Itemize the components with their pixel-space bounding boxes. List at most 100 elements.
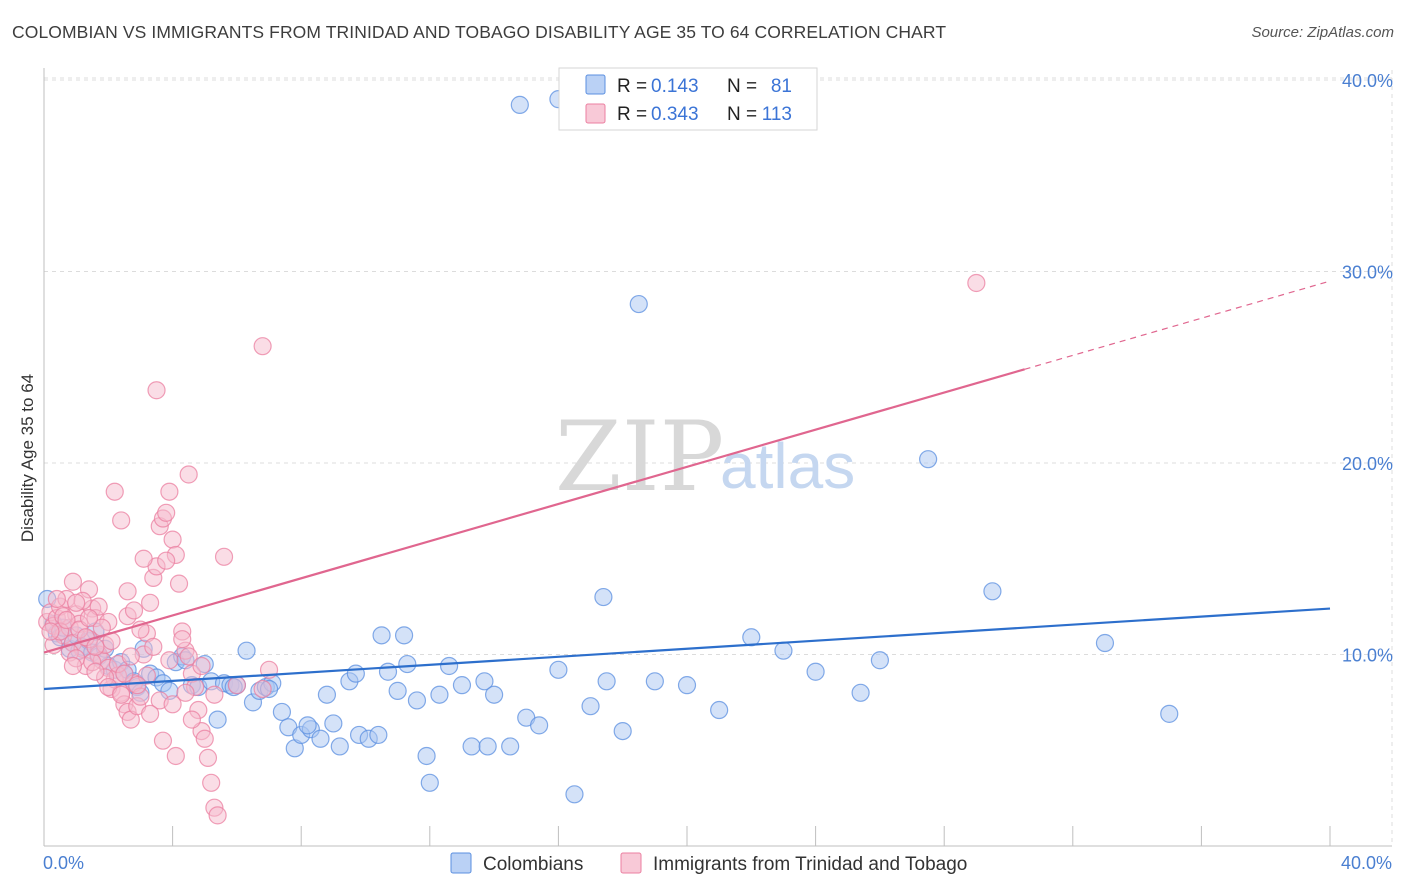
colombian-point xyxy=(394,626,414,645)
colombian-point xyxy=(485,685,504,704)
trinidad-point xyxy=(182,710,201,729)
colombian-point xyxy=(317,685,337,704)
series-legend: Colombians Immigrants from Trinidad and … xyxy=(450,852,967,875)
trinidad-point xyxy=(105,482,124,501)
trend-line-trinidad-extrapolated xyxy=(1024,280,1331,370)
colombian-point xyxy=(311,729,330,748)
colombian-point xyxy=(1160,704,1179,723)
trinidad-point xyxy=(198,748,218,768)
colombian-point xyxy=(870,651,890,670)
colombian-point xyxy=(475,672,494,691)
y-tick-label: 30.0% xyxy=(1342,263,1393,283)
colombian-point xyxy=(417,746,436,766)
colombian-point xyxy=(774,641,793,660)
trinidad-point xyxy=(160,651,179,670)
colombian-point xyxy=(645,672,664,691)
trinidad-point xyxy=(128,676,147,695)
legend-r-label-colombians: R = xyxy=(617,76,647,97)
trinidad-point xyxy=(67,593,86,612)
trinidad-point xyxy=(202,773,221,792)
trinidad-point xyxy=(169,574,189,593)
trinidad-point xyxy=(163,530,182,549)
colombian-point xyxy=(530,716,549,735)
colombian-point xyxy=(549,660,568,679)
trinidad-point xyxy=(166,746,185,766)
trinidad-point xyxy=(134,549,153,568)
legend-n-value-colombians: 81 xyxy=(771,76,792,97)
colombian-point xyxy=(407,691,427,710)
trinidad-point xyxy=(205,685,224,704)
colombian-point xyxy=(324,714,343,733)
trinidad-point xyxy=(153,731,173,750)
colombian-point xyxy=(597,672,616,691)
trinidad-point xyxy=(115,664,134,683)
chart-title: COLOMBIAN VS IMMIGRANTS FROM TRINIDAD AN… xyxy=(12,22,947,42)
trinidad-point xyxy=(140,704,160,723)
trinidad-point xyxy=(147,381,166,400)
colombian-point xyxy=(272,702,292,722)
trinidad-point xyxy=(86,662,105,681)
colombian-point xyxy=(462,737,481,756)
colombian-point xyxy=(983,582,1002,601)
colombian-point xyxy=(420,773,439,792)
colombian-point xyxy=(581,697,600,716)
bottom-legend-swatch-trinidad xyxy=(620,852,642,874)
colombian-point xyxy=(594,587,613,607)
trinidad-point xyxy=(121,647,140,666)
colombian-point xyxy=(613,721,632,741)
bottom-legend-colombians: Colombians xyxy=(483,854,583,875)
trinidad-point xyxy=(967,273,986,293)
trinidad-point xyxy=(79,609,99,628)
colombian-point xyxy=(919,450,938,469)
grid-lines xyxy=(44,70,1393,846)
watermark-zip: ZIP xyxy=(555,401,724,513)
trinidad-point xyxy=(227,676,246,695)
trinidad-point xyxy=(195,729,214,748)
trinidad-point xyxy=(63,572,83,591)
colombian-point xyxy=(501,737,520,756)
colombian-point xyxy=(710,700,729,720)
trinidad-point xyxy=(253,679,272,699)
trinidad-point xyxy=(163,695,182,714)
legend-n-label-colombians: N = xyxy=(727,76,757,97)
colombian-point xyxy=(298,716,317,735)
legend-swatch-trinidad xyxy=(585,103,606,124)
trinidad-point xyxy=(41,622,60,641)
trinidad-point xyxy=(157,503,176,522)
trinidad-point xyxy=(253,337,272,356)
trinidad-point xyxy=(160,482,179,501)
colombian-point xyxy=(388,681,407,700)
colombian-point xyxy=(1095,633,1115,653)
trinidad-point xyxy=(157,551,176,570)
y-tick-label: 10.0% xyxy=(1342,646,1393,666)
bottom-legend-swatch-colombians xyxy=(450,852,472,874)
colombian-point xyxy=(677,676,697,695)
colombian-point xyxy=(851,683,870,702)
x-tick-min: 0.0% xyxy=(43,853,84,873)
y-axis-label: Disability Age 35 to 64 xyxy=(18,374,37,542)
legend-n-label-trinidad: N = xyxy=(727,104,757,125)
y-tick-label: 20.0% xyxy=(1342,454,1393,474)
trend-line-trinidad xyxy=(43,368,1025,654)
colombian-point xyxy=(439,656,459,676)
watermark-atlas: atlas xyxy=(720,430,855,502)
colombian-point xyxy=(742,628,761,647)
colombian-point xyxy=(237,641,256,660)
trinidad-point xyxy=(63,656,83,676)
series-trinidad-points xyxy=(38,273,986,825)
trinidad-point xyxy=(144,637,163,656)
x-tick-max: 40.0% xyxy=(1341,853,1392,873)
legend-swatch-colombians xyxy=(585,74,606,95)
trinidad-point xyxy=(112,685,131,704)
trinidad-point xyxy=(47,589,66,609)
legend-r-value-colombians: 0.143 xyxy=(651,76,699,97)
colombian-point xyxy=(346,664,365,683)
axes xyxy=(43,68,1392,847)
colombian-point xyxy=(330,737,349,756)
trinidad-point xyxy=(124,601,144,620)
colombian-point xyxy=(208,710,227,729)
legend-n-value-trinidad: 113 xyxy=(762,104,792,125)
legend-r-value-trinidad: 0.343 xyxy=(651,104,699,125)
legend-r-label-trinidad: R = xyxy=(617,104,647,125)
